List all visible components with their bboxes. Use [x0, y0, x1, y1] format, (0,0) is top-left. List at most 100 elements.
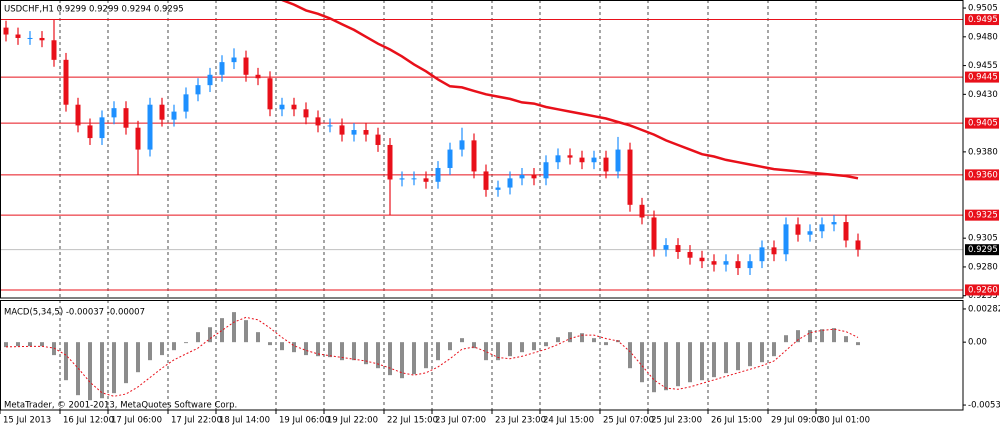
candle-body: [783, 224, 789, 255]
y-tick-label: 0.9255: [968, 291, 998, 301]
macd-bar: [688, 342, 692, 383]
macd-bar: [856, 342, 860, 346]
macd-bar: [436, 342, 440, 361]
macd-bar: [28, 342, 32, 347]
macd-bar: [820, 329, 824, 343]
candle-body: [123, 108, 129, 128]
y-tick-label: -0.00534: [968, 401, 1000, 411]
macd-bar: [424, 342, 428, 369]
candle-body: [219, 62, 225, 75]
candle-body: [375, 134, 381, 145]
current-price-bg: [965, 244, 999, 256]
candle-body: [303, 109, 309, 118]
main-frame: [0, 0, 964, 299]
macd-bar: [496, 342, 500, 361]
macd-bar: [652, 342, 656, 393]
macd-bar: [16, 342, 20, 347]
chart-title: USDCHF,H1 0.9299 0.9299 0.9294 0.9295: [4, 5, 184, 15]
candle-body: [39, 37, 45, 41]
level-label: 0.9260: [968, 285, 998, 295]
candle-body: [63, 59, 69, 105]
macd-bar: [304, 342, 308, 356]
y-tick-label: 0.00282: [968, 304, 1000, 314]
candle-body: [159, 104, 165, 120]
macd-bar: [112, 342, 116, 394]
x-tick-label: 25 Jul 23:00: [651, 416, 702, 426]
candle-body: [639, 204, 645, 218]
candle-body: [687, 251, 693, 258]
candle-body: [351, 130, 357, 135]
candle-body: [855, 240, 861, 250]
candle-body: [627, 149, 633, 205]
macd-bar: [460, 338, 464, 343]
candle-body: [567, 155, 573, 158]
x-tick-label: 18 Jul 14:00: [219, 416, 270, 426]
level-label-bg: [965, 14, 999, 26]
candle-body: [603, 157, 609, 172]
macd-title: MACD(5,34,5) -0.00037 -0.00007: [4, 308, 145, 318]
x-tick-label: 15 Jul 2013: [3, 416, 51, 426]
level-label-bg: [965, 71, 999, 83]
candle-body: [207, 74, 213, 86]
candle-body: [771, 247, 777, 255]
level-label: 0.9405: [968, 119, 998, 129]
candle-body: [3, 27, 9, 35]
candle-body: [459, 140, 465, 150]
macd-bar: [508, 342, 512, 357]
candle-body: [15, 34, 21, 38]
macd-bar: [532, 342, 536, 351]
candle-body: [831, 222, 837, 225]
candle-body: [591, 157, 597, 163]
candle-body: [195, 85, 201, 95]
macd-bar: [352, 342, 356, 361]
macd-bar: [388, 342, 392, 376]
candle-body: [339, 125, 345, 135]
macd-bar: [316, 342, 320, 357]
x-tick-label: 26 Jul 15:00: [711, 416, 762, 426]
macd-bar: [412, 342, 416, 375]
candle-body: [663, 245, 669, 250]
x-tick-label: 23 Jul 07:00: [435, 416, 486, 426]
macd-bar: [208, 327, 212, 343]
y-tick-label: 0.9305: [968, 234, 998, 244]
macd-bar: [40, 342, 44, 347]
macd-bar: [604, 342, 608, 346]
candle-body: [399, 178, 405, 180]
macd-bar: [148, 342, 152, 361]
macd-bar: [736, 342, 740, 371]
macd-bar: [340, 342, 344, 361]
macd-bar: [664, 342, 668, 391]
macd-bar: [724, 342, 728, 374]
candle-body: [519, 174, 525, 179]
macd-bar: [232, 312, 236, 343]
candle-body: [315, 117, 321, 126]
candle-body: [819, 224, 825, 232]
candle-body: [51, 40, 57, 60]
candle-body: [183, 94, 189, 112]
candle-body: [171, 111, 177, 120]
candle-body: [531, 174, 537, 179]
candle-body: [555, 155, 561, 163]
y-tick-label: 0.9280: [968, 262, 998, 272]
macd-frame: [0, 300, 964, 411]
y-tick-label: 0.9480: [968, 32, 998, 42]
macd-bar: [124, 342, 128, 384]
macd-bar: [448, 342, 452, 351]
candle-body: [651, 217, 657, 250]
copyright: MetaTrader, © 2001-2013, MetaQuotes Soft…: [4, 401, 237, 411]
candle-body: [291, 104, 297, 110]
x-tick-label: 23 Jul 23:00: [495, 416, 546, 426]
macd-bar: [184, 342, 188, 344]
macd-bar: [520, 342, 524, 353]
x-tick-label: 22 Jul 15:00: [387, 416, 438, 426]
candle-body: [675, 245, 681, 252]
candle-body: [483, 171, 489, 190]
candle-body: [255, 74, 261, 79]
candle-body: [231, 57, 237, 63]
level-label: 0.9325: [968, 211, 998, 221]
current-price-label: 0.9295: [968, 245, 998, 255]
level-label: 0.9495: [968, 15, 998, 25]
macd-bar: [784, 335, 788, 343]
